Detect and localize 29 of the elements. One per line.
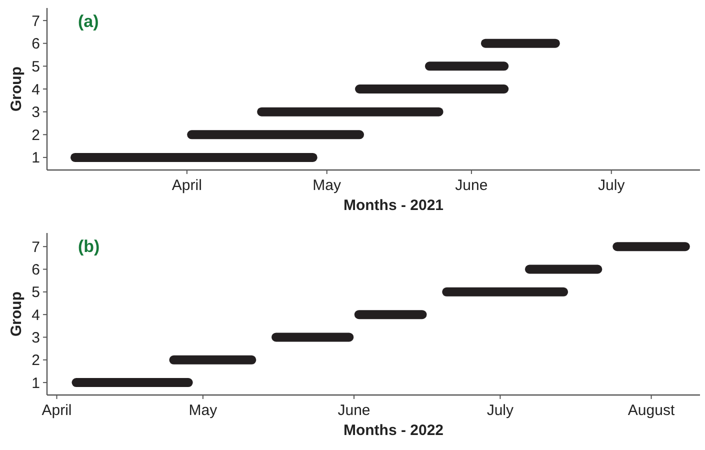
y-axis-title: Group xyxy=(8,292,25,336)
x-axis-title: Months - 2021 xyxy=(343,197,444,214)
x-tick-label: May xyxy=(312,177,342,194)
y-tick-label: 6 xyxy=(32,36,40,53)
chart-title: (a) xyxy=(78,12,99,31)
x-axis-title: Months - 2022 xyxy=(343,422,444,439)
y-tick-label: 2 xyxy=(32,352,40,370)
y-tick-label: 4 xyxy=(32,81,40,98)
y-axis-title: Group xyxy=(8,66,25,112)
x-tick-label: June xyxy=(338,402,370,419)
y-tick-label: 3 xyxy=(32,329,40,346)
x-tick-label: April xyxy=(42,402,72,419)
y-tick-label: 7 xyxy=(32,12,40,30)
y-tick-label: 2 xyxy=(32,126,40,144)
y-tick-label: 5 xyxy=(32,284,40,302)
chart-title: (b) xyxy=(78,237,100,256)
y-tick-label: 4 xyxy=(32,306,40,324)
y-tick-label: 6 xyxy=(32,262,40,278)
x-tick-label: July xyxy=(598,177,626,194)
y-tick-label: 5 xyxy=(32,58,40,76)
x-tick-label: May xyxy=(188,402,218,419)
y-tick-label: 3 xyxy=(32,104,40,122)
y-tick-label: 7 xyxy=(32,238,40,256)
y-tick-label: 1 xyxy=(32,150,40,167)
x-tick-label: July xyxy=(486,402,514,419)
y-tick-label: 1 xyxy=(32,374,40,392)
x-tick-label: August xyxy=(628,402,676,419)
x-tick-label: April xyxy=(172,177,202,194)
x-tick-label: June xyxy=(455,177,488,194)
